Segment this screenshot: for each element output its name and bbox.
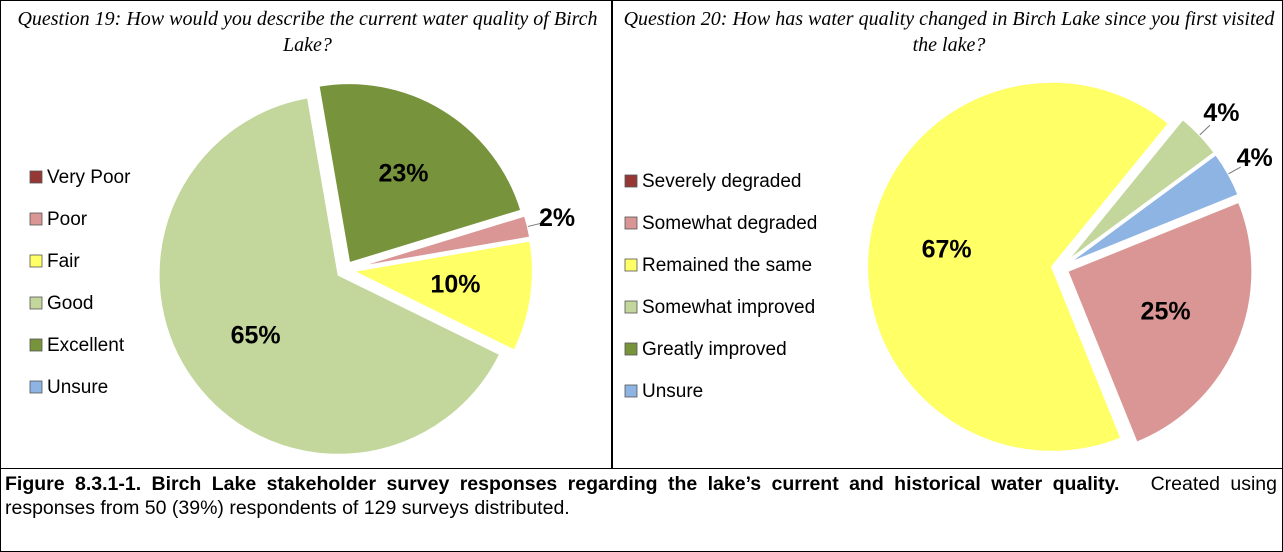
legend-swatch bbox=[624, 300, 638, 314]
pie-slice bbox=[349, 239, 534, 352]
legend-swatch bbox=[29, 254, 43, 268]
legend-swatch bbox=[624, 342, 638, 356]
data-label: 67% bbox=[922, 235, 972, 263]
legend-label: Somewhat degraded bbox=[642, 213, 817, 234]
legend-label: Greatly improved bbox=[642, 339, 787, 360]
legend-label: Fair bbox=[47, 251, 80, 272]
legend-label: Somewhat improved bbox=[642, 297, 815, 318]
pie-slice bbox=[1065, 117, 1217, 264]
pie-slice bbox=[157, 96, 502, 456]
data-label: 4% bbox=[1237, 144, 1273, 172]
data-label: 25% bbox=[1141, 297, 1191, 325]
data-label: 4% bbox=[1203, 99, 1239, 127]
leader-line bbox=[1228, 166, 1241, 175]
legend-swatch bbox=[29, 380, 43, 394]
legend-label: Very Poor bbox=[47, 167, 131, 188]
caption-bold: Figure 8.3.1-1. Birch Lake stakeholder s… bbox=[5, 473, 1120, 495]
legend-swatch bbox=[624, 174, 638, 188]
chart-title: Question 20: How has water quality chang… bbox=[623, 8, 1275, 56]
data-label: 23% bbox=[378, 160, 428, 188]
legend-swatch bbox=[29, 212, 43, 226]
caption-text: Created using responses from 50 (39%) re… bbox=[5, 473, 1277, 519]
chart-title: Question 19: How would you describe the … bbox=[17, 8, 598, 56]
legend-label: Unsure bbox=[47, 377, 108, 398]
legend-swatch bbox=[624, 216, 638, 230]
legend-swatch bbox=[29, 338, 43, 352]
legend-label: Severely degraded bbox=[642, 171, 802, 192]
legend-label: Remained the same bbox=[642, 255, 812, 276]
legend-swatch bbox=[624, 384, 638, 398]
pie-slice bbox=[866, 80, 1171, 453]
legend-label: Good bbox=[47, 293, 93, 314]
panel-border bbox=[0, 0, 613, 469]
legend-label: Poor bbox=[47, 209, 88, 230]
chart: 2% 10% 65% 23% Very Poor Poor Fair Good Excellen… bbox=[29, 82, 575, 456]
legend-swatch bbox=[624, 258, 638, 272]
pie-slice bbox=[317, 82, 523, 265]
legend-label: Excellent bbox=[47, 335, 125, 356]
legend-label: Unsure bbox=[642, 381, 703, 402]
pie-slice bbox=[1066, 200, 1254, 444]
pie-slice bbox=[1066, 152, 1240, 266]
chart: 25% 67% 4% 4% Severely degraded Somewhat degr… bbox=[624, 80, 1273, 453]
data-label: 65% bbox=[231, 321, 281, 349]
data-label: 10% bbox=[430, 271, 480, 299]
caption: Figure 8.3.1-1. Birch Lake stakeholder s… bbox=[5, 472, 1277, 520]
leader-line bbox=[527, 222, 542, 227]
data-label: 2% bbox=[539, 204, 575, 232]
legend-swatch bbox=[29, 170, 43, 184]
leader-line bbox=[1199, 124, 1211, 136]
legend-swatch bbox=[29, 296, 43, 310]
